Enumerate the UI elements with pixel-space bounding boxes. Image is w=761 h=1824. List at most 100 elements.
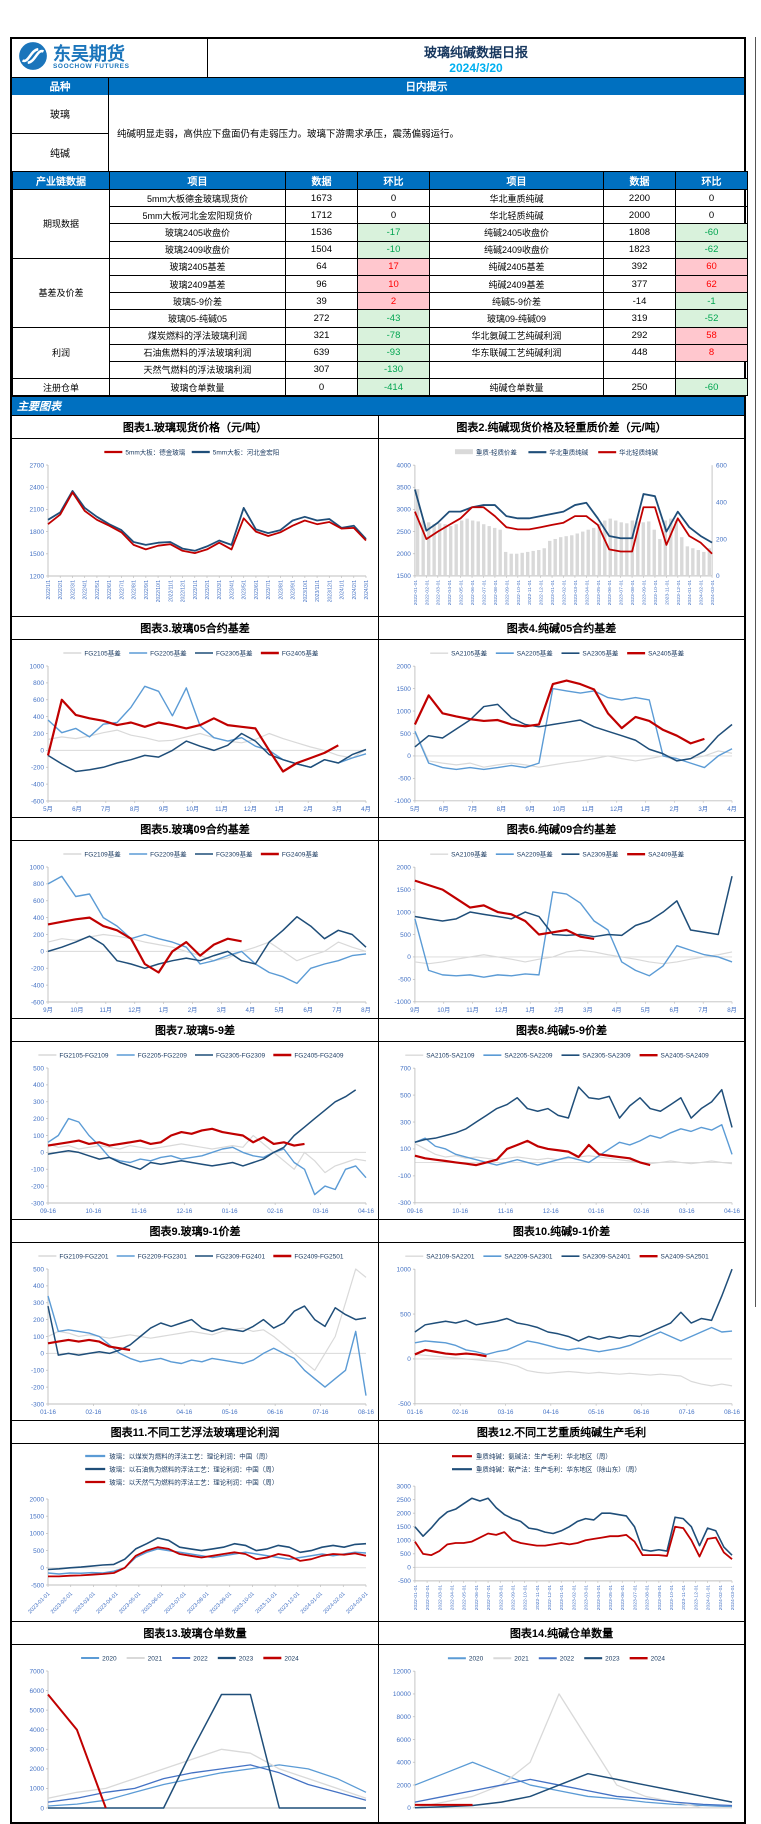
item-cell: 华北氨碱工艺纯碱利润 — [429, 326, 604, 345]
chart-title-10: 图表10.纯碱9-1价差 — [379, 1220, 744, 1244]
item-cell: 玻璃09-纯碱09 — [429, 309, 604, 328]
svg-text:2023: 2023 — [239, 1656, 254, 1663]
svg-text:400: 400 — [33, 714, 44, 721]
bar — [680, 537, 684, 577]
svg-text:3500: 3500 — [397, 485, 412, 492]
svg-text:0: 0 — [40, 1150, 44, 1157]
svg-text:2022-01-01: 2022-01-01 — [413, 580, 419, 606]
series-line — [47, 490, 367, 552]
svg-text:08-16: 08-16 — [358, 1409, 374, 1416]
value-cell: 250 — [603, 378, 676, 397]
value-cell: 377 — [603, 274, 676, 294]
svg-text:2023-10-01: 2023-10-01 — [669, 1585, 675, 1611]
bar — [702, 552, 706, 577]
svg-text:8月: 8月 — [727, 1007, 737, 1014]
svg-text:-1000: -1000 — [394, 999, 411, 1006]
bar — [432, 524, 436, 577]
svg-text:2000: 2000 — [30, 1497, 45, 1504]
svg-text:-200: -200 — [31, 1184, 44, 1191]
svg-text:-200: -200 — [31, 765, 44, 772]
chart-title-11: 图表11.不同工艺浮法玻璃理论利润 — [12, 1421, 378, 1445]
series-line — [47, 916, 367, 970]
svg-text:10月: 10月 — [553, 806, 566, 813]
svg-text:SA2105基差: SA2105基差 — [451, 649, 487, 658]
svg-text:0: 0 — [40, 949, 44, 956]
svg-text:2022-08-01: 2022-08-01 — [493, 580, 499, 606]
svg-text:100: 100 — [33, 1133, 44, 1140]
item-cell: 5mm大板河北金宏阳现货价 — [109, 206, 286, 225]
bar — [592, 528, 596, 577]
table-row: 利润 煤炭燃料的浮法玻璃利润 321 -78 华北氨碱工艺纯碱利润 292 58 — [12, 326, 748, 380]
report-date: 2024/3/20 — [449, 60, 503, 75]
svg-text:0: 0 — [407, 1565, 411, 1572]
svg-text:FG2209-FG2301: FG2209-FG2301 — [138, 1254, 188, 1261]
svg-text:11月: 11月 — [582, 806, 595, 813]
table-row: 玻璃5-9价差 39 2 纯碱5-9价差 -14 -1 — [13, 292, 748, 311]
svg-text:9月: 9月 — [43, 1007, 53, 1014]
svg-text:SA2209-SA2301: SA2209-SA2301 — [504, 1254, 553, 1261]
svg-text:2000: 2000 — [30, 1766, 45, 1773]
bar — [658, 539, 662, 577]
svg-text:6000: 6000 — [30, 1688, 45, 1695]
svg-text:3月: 3月 — [217, 1007, 227, 1014]
svg-text:2024/1/1: 2024/1/1 — [340, 580, 346, 600]
svg-text:-300: -300 — [31, 1402, 44, 1409]
value-cell: 292 — [603, 326, 676, 345]
svg-text:2023-10-01: 2023-10-01 — [232, 1591, 256, 1615]
svg-text:200: 200 — [33, 1317, 44, 1324]
item-cell: 煤炭燃料的浮法玻璃利润 — [109, 326, 286, 345]
svg-text:2022/9/1: 2022/9/1 — [144, 580, 150, 600]
svg-text:200: 200 — [33, 731, 44, 738]
value-cell: 1712 — [285, 206, 358, 225]
bar — [520, 553, 524, 577]
svg-text:200: 200 — [33, 1116, 44, 1123]
svg-text:2024-03-01: 2024-03-01 — [710, 580, 716, 606]
svg-text:500: 500 — [33, 1267, 44, 1274]
series-line — [48, 1546, 367, 1578]
svg-text:-1000: -1000 — [394, 798, 411, 805]
series-line — [47, 1694, 107, 1809]
bar — [641, 522, 645, 577]
chart-title-2: 图表2.纯碱现货价格及轻重质价差（元/吨） — [379, 416, 744, 440]
group-label: 利润 — [12, 326, 110, 380]
svg-text:2023-07-01: 2023-07-01 — [164, 1591, 188, 1615]
svg-text:1500: 1500 — [397, 887, 412, 894]
value-cell: 96 — [285, 274, 358, 294]
bar — [525, 552, 530, 577]
item-cell: 纯碱2409收盘价 — [429, 240, 604, 259]
change-cell: 17 — [357, 257, 430, 276]
svg-text:FG2109-FG2201: FG2109-FG2201 — [59, 1254, 109, 1261]
bar — [454, 524, 458, 577]
svg-text:07-16: 07-16 — [313, 1409, 329, 1416]
svg-text:2022-08-01: 2022-08-01 — [498, 1585, 504, 1611]
series-line — [47, 1135, 367, 1174]
chart-title-6: 图表6.纯碱09合约基差 — [379, 818, 744, 842]
variety-header-band: 品种 日内提示 — [12, 78, 744, 95]
svg-text:500: 500 — [400, 1312, 411, 1319]
svg-text:06-16: 06-16 — [634, 1409, 650, 1416]
svg-text:-100: -100 — [31, 1368, 44, 1375]
svg-text:2022-04-01: 2022-04-01 — [449, 1585, 455, 1611]
series-line — [47, 1296, 367, 1396]
chart-block-8: 图表8.纯碱5-9价差 700 500 300 100 -100 -300 09-16 10-1… — [378, 1018, 744, 1220]
svg-text:玻璃：以石油焦为燃料的浮法工艺：理论利润：中国（周）: 玻璃：以石油焦为燃料的浮法工艺：理论利润：中国（周） — [109, 1465, 278, 1474]
svg-text:2023-04-01: 2023-04-01 — [95, 1591, 119, 1615]
svg-text:2023/11/1: 2023/11/1 — [315, 580, 321, 602]
header-value-right: 数据 — [603, 171, 676, 190]
svg-text:FG2409基差: FG2409基差 — [282, 850, 319, 859]
svg-text:200: 200 — [716, 537, 727, 544]
series-line — [414, 489, 713, 544]
header-change-left: 环比 — [357, 171, 430, 190]
svg-text:5mm大板：德金玻璃: 5mm大板：德金玻璃 — [125, 448, 185, 457]
group-label: 基差及价差 — [12, 257, 110, 328]
soochow-logo-icon — [18, 41, 48, 76]
svg-text:5月: 5月 — [43, 806, 53, 813]
value-cell: 307 — [285, 360, 358, 380]
bar — [691, 548, 695, 577]
svg-text:500: 500 — [400, 932, 411, 939]
svg-text:FG2405-FG2409: FG2405-FG2409 — [294, 1053, 344, 1060]
svg-text:12000: 12000 — [393, 1669, 411, 1676]
svg-text:2023-10-01: 2023-10-01 — [653, 580, 659, 606]
change-cell: 2 — [357, 292, 430, 311]
svg-text:2022-06-01: 2022-06-01 — [474, 1585, 480, 1611]
